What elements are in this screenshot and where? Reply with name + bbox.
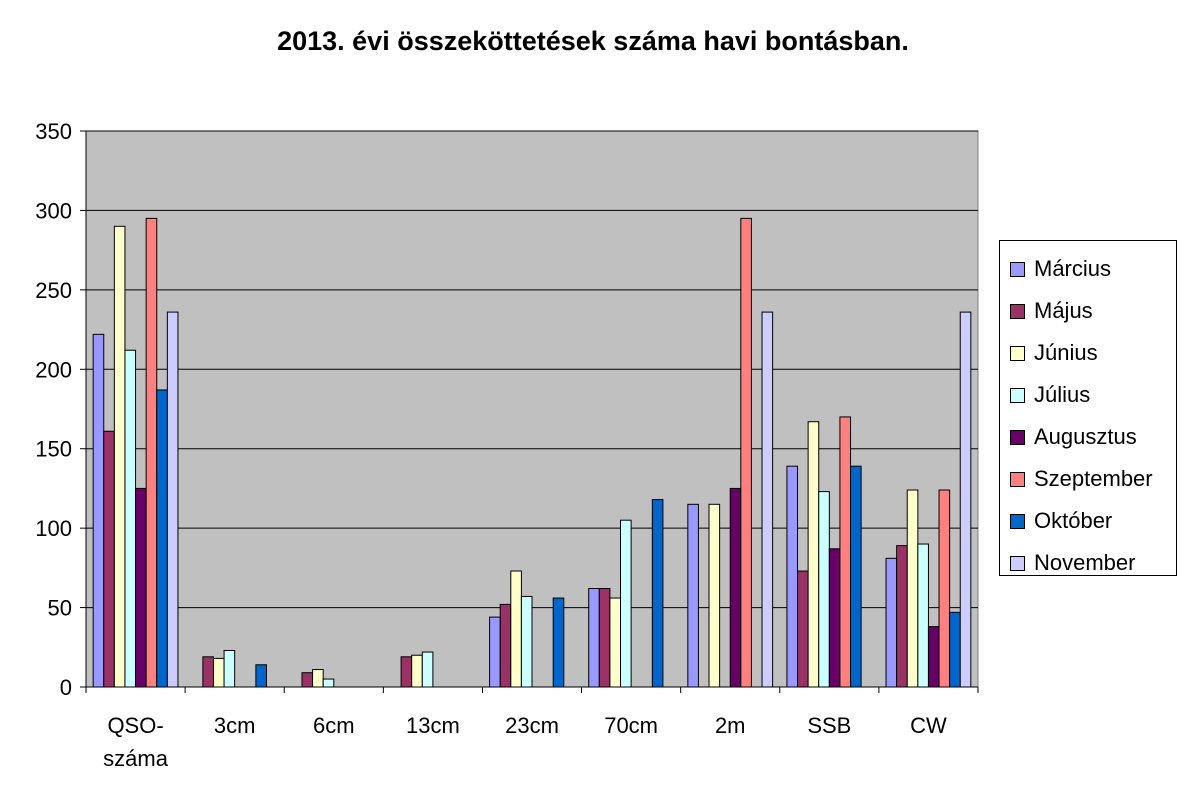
legend-item: Augusztus bbox=[1000, 416, 1176, 458]
legend-label: November bbox=[1034, 550, 1136, 575]
legend: Március Május Június Július Augusztus Szeptem… bbox=[999, 240, 1177, 576]
bar-május bbox=[896, 545, 908, 688]
gridlines bbox=[86, 130, 978, 609]
bar-július bbox=[620, 519, 632, 688]
bars bbox=[92, 217, 972, 688]
y-tick-label: 0 bbox=[60, 675, 72, 700]
x-tick-label: SSB bbox=[807, 713, 851, 738]
bar-július bbox=[917, 543, 929, 688]
legend-swatch bbox=[1010, 303, 1025, 319]
bar-március bbox=[687, 503, 699, 688]
bar-március bbox=[786, 465, 799, 688]
legend-item: Szeptember bbox=[1000, 458, 1176, 500]
bar-október bbox=[156, 389, 168, 688]
bar-június bbox=[113, 225, 126, 688]
bar-március bbox=[92, 333, 105, 688]
bar-szeptember bbox=[145, 217, 158, 688]
legend-swatch bbox=[1010, 471, 1025, 487]
y-tick-label: 50 bbox=[48, 596, 72, 621]
bar-május bbox=[797, 570, 809, 688]
bar-június bbox=[807, 421, 820, 688]
bar-június bbox=[708, 503, 721, 688]
bar-augusztus bbox=[828, 548, 841, 688]
bar-augusztus bbox=[729, 487, 742, 688]
y-tick-label: 200 bbox=[35, 357, 72, 382]
legend-swatch bbox=[1010, 261, 1025, 277]
bar-június bbox=[510, 570, 522, 688]
x-tick-label: 6cm bbox=[313, 713, 355, 738]
legend-label: Szeptember bbox=[1034, 466, 1153, 491]
y-tick-label: 100 bbox=[35, 516, 72, 541]
bar-július bbox=[124, 349, 137, 688]
legend-label: Július bbox=[1034, 382, 1091, 407]
bar-július bbox=[421, 651, 434, 688]
bar-május bbox=[400, 656, 413, 688]
bar-október bbox=[552, 597, 565, 688]
x-tick-labels: QSO-száma 3cm 6cm 13cm 23cm 70cm 2m SSB CW bbox=[103, 713, 947, 771]
bar-október bbox=[255, 664, 267, 688]
legend-label: Június bbox=[1034, 340, 1098, 365]
legend-swatch bbox=[1010, 555, 1025, 571]
bar-június bbox=[609, 597, 622, 688]
legend-label: Augusztus bbox=[1034, 424, 1137, 449]
legend-item: Október bbox=[1000, 500, 1176, 542]
legend-label: Március bbox=[1034, 256, 1112, 281]
legend-swatch bbox=[1010, 345, 1025, 361]
bar-május bbox=[202, 656, 214, 688]
bar-március bbox=[489, 616, 501, 688]
bar-június bbox=[411, 654, 423, 688]
bar-március bbox=[885, 557, 898, 688]
x-tick-label: 23cm bbox=[505, 713, 559, 738]
y-tick-label: 350 bbox=[35, 119, 72, 144]
legend-item: Július bbox=[1000, 374, 1176, 416]
bar-július bbox=[223, 649, 236, 688]
legend-item: Május bbox=[1000, 290, 1176, 332]
bar-május bbox=[301, 672, 314, 688]
legend-item: November bbox=[1000, 542, 1176, 584]
bar-november bbox=[959, 311, 972, 688]
bar-március bbox=[588, 588, 600, 688]
bar-szeptember bbox=[839, 416, 852, 688]
bar-június bbox=[312, 669, 324, 688]
bar-június bbox=[906, 489, 919, 688]
bar-május bbox=[598, 588, 611, 688]
x-tick-label: QSO-száma bbox=[103, 713, 169, 771]
bar-november bbox=[761, 311, 774, 688]
bar-november bbox=[166, 311, 179, 688]
legend-swatch bbox=[1010, 429, 1025, 445]
bar-október bbox=[850, 465, 862, 688]
bar-július bbox=[818, 491, 830, 688]
bar-szeptember bbox=[740, 217, 752, 688]
bar-június bbox=[212, 657, 225, 688]
y-tick-label: 150 bbox=[35, 437, 72, 462]
axes bbox=[80, 130, 979, 693]
bar-július bbox=[520, 595, 533, 688]
bar-augusztus bbox=[135, 487, 147, 688]
y-tick-label: 250 bbox=[35, 278, 72, 303]
bar-május bbox=[499, 603, 512, 688]
legend-item: Június bbox=[1000, 332, 1176, 374]
y-tick-label: 300 bbox=[35, 198, 72, 223]
x-tick-label: 2m bbox=[715, 713, 746, 738]
chart-title: 2013. évi összeköttetések száma havi bon… bbox=[277, 26, 909, 56]
y-tick-labels: 0 50 100 150 200 250 300 350 bbox=[35, 119, 72, 700]
bar-október bbox=[651, 499, 664, 688]
x-tick-label: CW bbox=[910, 713, 947, 738]
bar-augusztus bbox=[927, 626, 940, 688]
bar-május bbox=[103, 430, 115, 688]
bar-július bbox=[322, 678, 335, 688]
legend-label: Október bbox=[1034, 508, 1113, 533]
x-tick-label: 13cm bbox=[406, 713, 460, 738]
x-tick-label: 3cm bbox=[214, 713, 256, 738]
legend-label: Május bbox=[1034, 298, 1093, 323]
x-tick-label: 70cm bbox=[604, 713, 658, 738]
bar-október bbox=[949, 611, 961, 688]
bar-szeptember bbox=[938, 489, 951, 688]
legend-item: Március bbox=[1000, 248, 1176, 290]
legend-swatch bbox=[1010, 387, 1025, 403]
legend-swatch bbox=[1010, 513, 1025, 529]
